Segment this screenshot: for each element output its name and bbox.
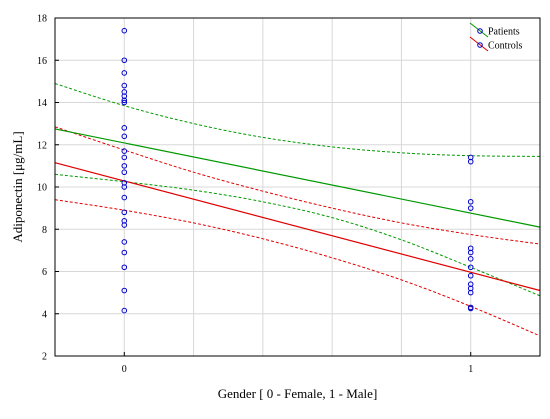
- controls-legend-label: Controls: [488, 41, 523, 52]
- y-axis-label: Adiponectin [μg/mL]: [10, 131, 25, 242]
- data-points: [121, 27, 474, 314]
- controls-data-point: [121, 264, 128, 271]
- x-tick-label: 0: [122, 364, 127, 375]
- y-tick-label: 2: [42, 352, 47, 363]
- axis-ticks: 2 4 6 8 10 12 14 16 18 0 1: [37, 14, 473, 376]
- controls-legend-marker: [477, 42, 483, 48]
- legend: Patients Controls: [469, 22, 523, 52]
- controls-regression-line: [54, 162, 541, 292]
- patients-data-point: [121, 163, 128, 169]
- patients-data-point: [467, 249, 474, 256]
- patients-data-point: [121, 70, 128, 76]
- patients-data-point: [467, 158, 474, 165]
- controls-data-point: [467, 289, 474, 296]
- patients-data-point: [121, 148, 128, 154]
- y-tick-label: 14: [37, 98, 47, 109]
- patients-data-point: [121, 154, 128, 161]
- y-tick-label: 12: [37, 140, 47, 151]
- patients-ci-upper: [54, 83, 541, 157]
- controls-data-point: [121, 184, 128, 190]
- patients-data-point: [467, 198, 474, 205]
- y-tick-label: 4: [42, 309, 47, 320]
- controls-legend-line: [469, 36, 489, 52]
- y-tick-label: 6: [42, 267, 47, 278]
- patients-data-point: [467, 264, 474, 271]
- patients-legend-label: Patients: [488, 27, 520, 38]
- controls-data-point: [121, 307, 128, 314]
- controls-data-point: [121, 194, 128, 201]
- patients-regression-line: [54, 128, 541, 228]
- controls-data-point: [121, 249, 128, 256]
- x-axis-label: Gender [ 0 - Female, 1 - Male]: [218, 386, 378, 401]
- x-tick-label: 1: [468, 364, 473, 375]
- patients-data-point: [121, 97, 128, 104]
- patients-data-point: [121, 133, 128, 140]
- controls-data-point: [467, 272, 474, 279]
- regression-lines: [54, 128, 541, 292]
- controls-data-point: [121, 287, 128, 294]
- y-tick-label: 8: [42, 225, 47, 236]
- patients-data-point: [121, 82, 128, 89]
- patients-legend-line: [469, 22, 489, 38]
- controls-data-point: [121, 239, 128, 245]
- y-tick-label: 16: [37, 56, 47, 67]
- patients-data-point: [121, 99, 128, 106]
- patients-data-point: [121, 27, 128, 34]
- controls-data-point: [121, 209, 128, 216]
- patients-data-point: [467, 256, 474, 262]
- y-tick-label: 10: [37, 183, 47, 194]
- patients-data-point: [121, 57, 128, 64]
- controls-ci-lower: [54, 199, 541, 337]
- patients-legend-marker: [477, 28, 483, 34]
- controls-data-point: [467, 305, 474, 312]
- patients-data-point: [467, 205, 474, 211]
- y-tick-label: 18: [37, 14, 47, 25]
- patients-data-point: [121, 125, 128, 131]
- controls-data-point: [121, 222, 128, 228]
- patients-data-point: [121, 169, 128, 176]
